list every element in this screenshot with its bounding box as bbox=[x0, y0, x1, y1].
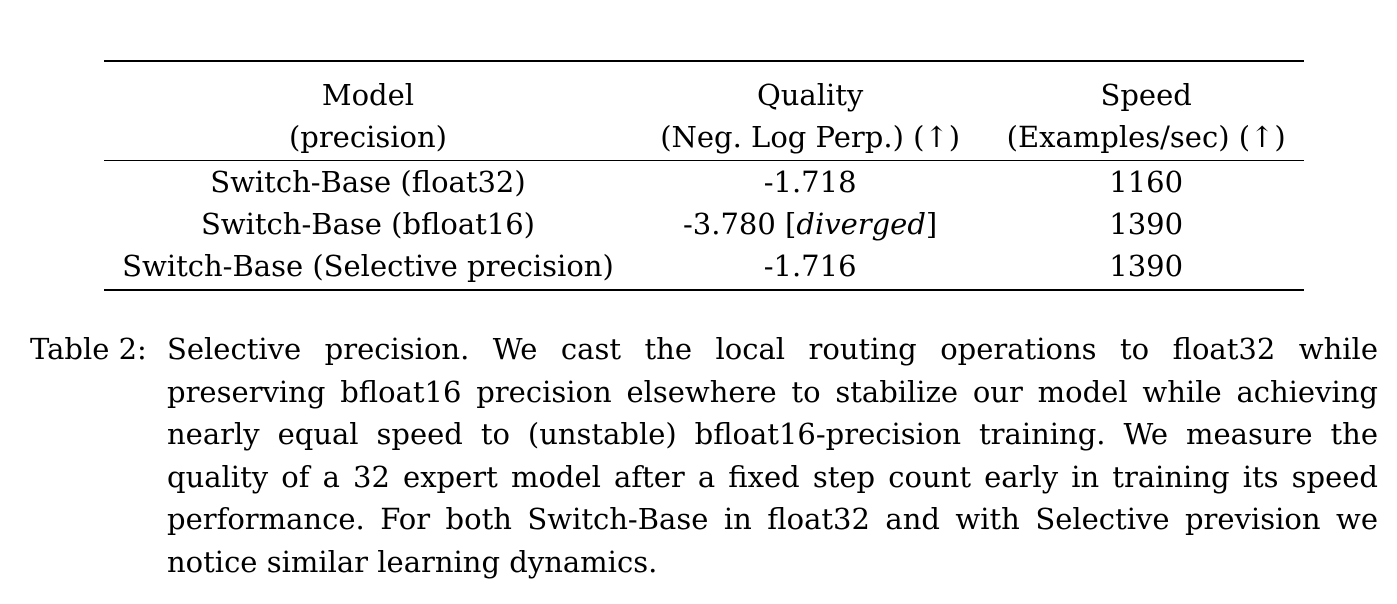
cell-model: Switch-Base (float32) bbox=[210, 165, 526, 199]
results-table-container: Model Quality Speed (precision) (Neg. Lo… bbox=[104, 60, 1304, 291]
results-table: Model Quality Speed (precision) (Neg. Lo… bbox=[104, 60, 1304, 291]
header-quality-subtitle: (Neg. Log Perp.) (↑) bbox=[631, 116, 989, 161]
cell-model: Switch-Base (Selective precision) bbox=[104, 245, 632, 291]
table-row: Switch-Base (Selective precision) -1.716… bbox=[104, 245, 1304, 291]
cell-speed: 1160 bbox=[1109, 165, 1184, 199]
caption-label: Table 2: bbox=[30, 332, 147, 366]
cell-quality: -1.716 bbox=[631, 245, 989, 291]
table-header: Model Quality Speed (precision) (Neg. Lo… bbox=[104, 60, 1304, 161]
table-row: Switch-Base (float32) -1.718 1160 bbox=[104, 161, 1304, 204]
cell-quality-value: -3.780 bbox=[683, 207, 776, 241]
cell-speed: 1390 bbox=[1109, 207, 1184, 241]
cell-quality: -1.718 bbox=[763, 165, 857, 199]
cell-quality: -3.780 [diverged] bbox=[683, 207, 938, 241]
header-row-top: Model Quality Speed bbox=[104, 60, 1304, 116]
header-row-bottom: (precision) (Neg. Log Perp.) (↑) (Exampl… bbox=[104, 116, 1304, 161]
diverged-note: diverged bbox=[796, 207, 926, 241]
cell-model: Switch-Base (bfloat16) bbox=[200, 207, 535, 241]
header-quality: Quality bbox=[631, 60, 989, 116]
table-body: Switch-Base (float32) -1.718 1160 Switch… bbox=[104, 161, 1304, 291]
header-model: Model bbox=[104, 60, 632, 116]
table-caption: Table 2: Selective precision. We cast th… bbox=[30, 328, 1378, 583]
table-row: Switch-Base (bfloat16) -3.780 [diverged]… bbox=[104, 203, 1304, 245]
caption-text: Selective precision. We cast the local r… bbox=[167, 332, 1378, 579]
header-model-subtitle: (precision) bbox=[104, 116, 632, 161]
header-speed: Speed bbox=[988, 60, 1304, 116]
header-speed-subtitle: (Examples/sec) (↑) bbox=[988, 116, 1304, 161]
cell-speed: 1390 bbox=[988, 245, 1304, 291]
